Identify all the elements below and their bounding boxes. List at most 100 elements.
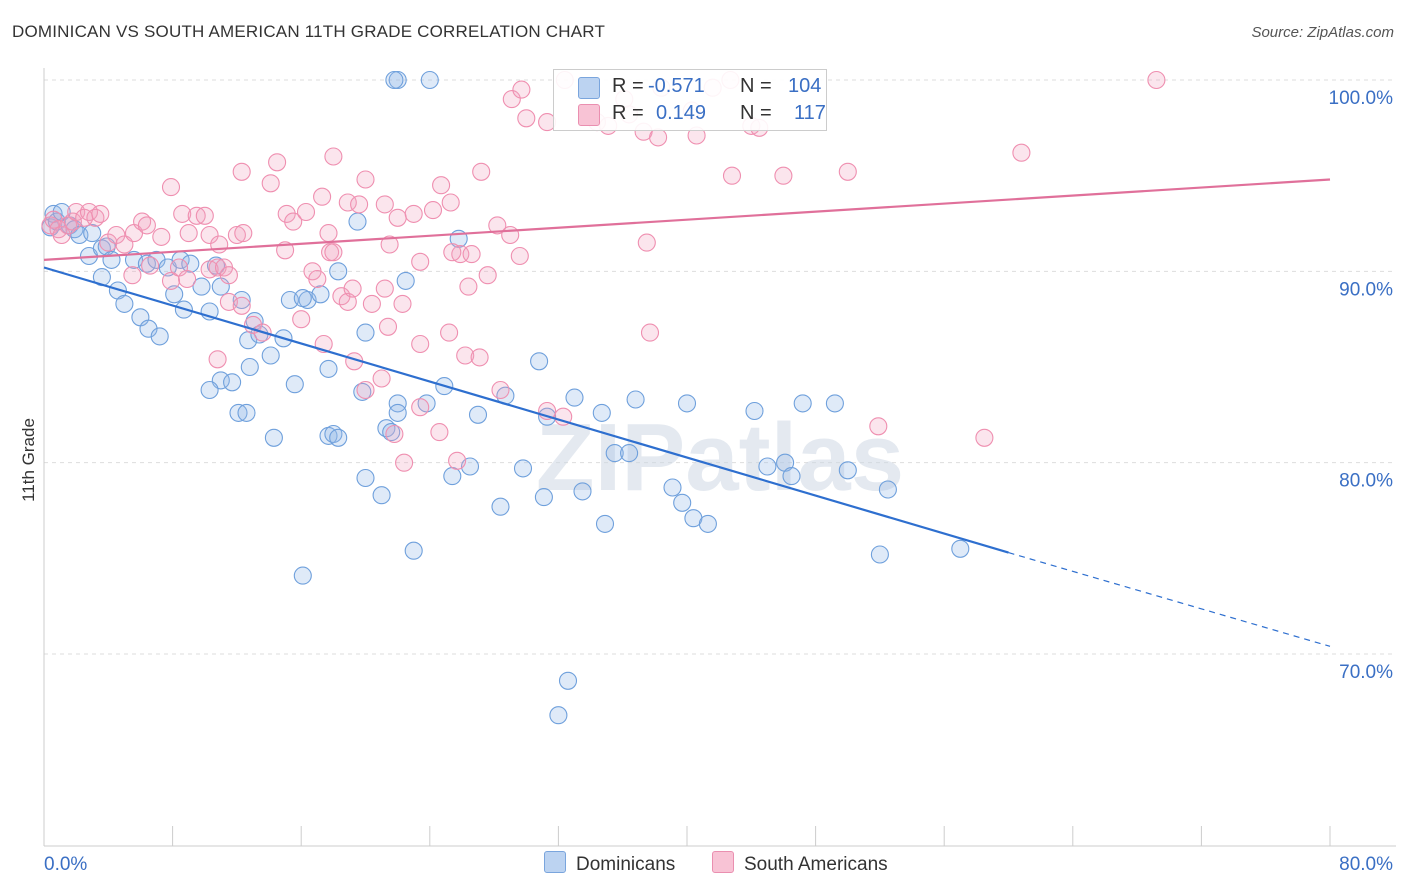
point-south-americans [195, 206, 214, 225]
point-dominicans [200, 380, 219, 400]
point-south-americans [179, 224, 198, 243]
point-dominicans [388, 394, 407, 413]
legend-r-value: 0.149 [656, 102, 707, 124]
point-south-americans [234, 224, 253, 243]
point-south-americans [432, 176, 451, 195]
point-dominicans [192, 277, 211, 296]
legend-swatch-dominicans [578, 77, 600, 99]
point-dominicans [329, 428, 348, 447]
point-south-americans [219, 266, 238, 285]
point-south-americans [63, 212, 82, 231]
point-south-americans [395, 453, 414, 472]
point-south-americans [517, 109, 536, 128]
point-dominicans [150, 327, 169, 346]
point-south-americans [338, 193, 357, 212]
point-south-americans [554, 407, 573, 426]
stats-legend: R = -0.571 N = 104 R = 0.149 N = 117 [553, 69, 827, 131]
point-south-americans [448, 451, 467, 470]
point-south-americans [488, 216, 507, 235]
legend-item-dominicans[interactable]: Dominicans [544, 851, 675, 876]
trend-extension-dominicans [1008, 552, 1331, 647]
point-south-americans [404, 204, 423, 223]
point-dominicans [549, 706, 568, 725]
legend-swatch-south-americans [578, 104, 600, 126]
point-south-americans [640, 323, 660, 342]
point-dominicans [311, 285, 330, 304]
axes [43, 68, 1396, 847]
point-south-americans [491, 380, 510, 400]
point-dominicans [396, 271, 415, 290]
point-dominicans [356, 468, 375, 488]
legend-r-label: R = [612, 75, 644, 97]
legend-swatch-south-americans [712, 851, 734, 873]
point-south-americans [161, 271, 181, 290]
point-dominicans [558, 671, 578, 690]
point-dominicans [382, 423, 401, 442]
point-dominicans [870, 545, 889, 564]
point-south-americans [261, 174, 280, 193]
point-south-americans [385, 424, 404, 444]
point-dominicans [565, 388, 584, 407]
point-south-americans [173, 204, 192, 223]
point-south-americans [208, 350, 227, 369]
point-south-americans [343, 279, 362, 298]
point-dominicans [353, 382, 372, 401]
point-dominicans [181, 254, 200, 273]
point-dominicans [102, 250, 121, 269]
point-south-americans [512, 80, 531, 99]
point-south-americans [774, 166, 793, 185]
point-south-americans [52, 225, 71, 245]
point-dominicans [878, 480, 897, 499]
point-dominicans [404, 541, 423, 560]
point-dominicans [443, 467, 462, 486]
point-dominicans [356, 323, 375, 342]
point-south-americans [91, 204, 110, 223]
point-south-americans [319, 224, 338, 243]
point-dominicans [793, 394, 812, 413]
point-south-americans [388, 208, 407, 227]
point-south-americans [152, 227, 171, 246]
point-south-americans [338, 292, 357, 311]
point-dominicans [285, 375, 304, 394]
point-dominicans [348, 212, 367, 231]
point-south-americans [441, 193, 460, 212]
point-dominicans [592, 403, 611, 422]
point-south-americans [356, 170, 375, 189]
point-dominicans [491, 497, 510, 516]
point-south-americans [137, 216, 156, 235]
point-south-americans [375, 279, 394, 298]
point-south-americans [161, 178, 181, 197]
y-axis-label: 11th Grade [19, 418, 38, 502]
point-dominicans [223, 373, 242, 392]
point-dominicans [663, 478, 682, 497]
point-south-americans [308, 269, 327, 289]
trend-lines [43, 178, 1331, 647]
point-dominicans [115, 294, 134, 313]
scatter-points [41, 70, 1166, 725]
legend-swatch-dominicans [544, 851, 566, 873]
point-south-americans [277, 204, 296, 223]
point-south-americans [722, 166, 742, 185]
point-south-americans [459, 277, 478, 296]
point-dominicans [237, 403, 256, 422]
trend-line-south-americans [43, 178, 1331, 261]
point-dominicans [626, 390, 645, 409]
y-tick-label: 100.0% [1329, 88, 1394, 109]
legend-n-label: N = [740, 102, 772, 124]
point-dominicans [673, 493, 692, 512]
point-south-americans [502, 90, 521, 109]
point-south-americans [356, 380, 375, 400]
y-tick-label: 90.0% [1339, 279, 1393, 300]
point-south-americans [296, 202, 316, 222]
point-south-americans [510, 246, 529, 266]
point-south-americans [141, 256, 160, 275]
point-south-americans [430, 423, 449, 442]
point-south-americans [375, 195, 394, 214]
legend-n-value: 104 [788, 75, 822, 97]
point-dominicans [240, 357, 259, 377]
point-dominicans [329, 262, 348, 281]
point-south-americans [393, 294, 412, 313]
legend-item-south-americans[interactable]: South Americans [712, 851, 888, 876]
x-tick-label-min: 0.0% [44, 854, 87, 875]
